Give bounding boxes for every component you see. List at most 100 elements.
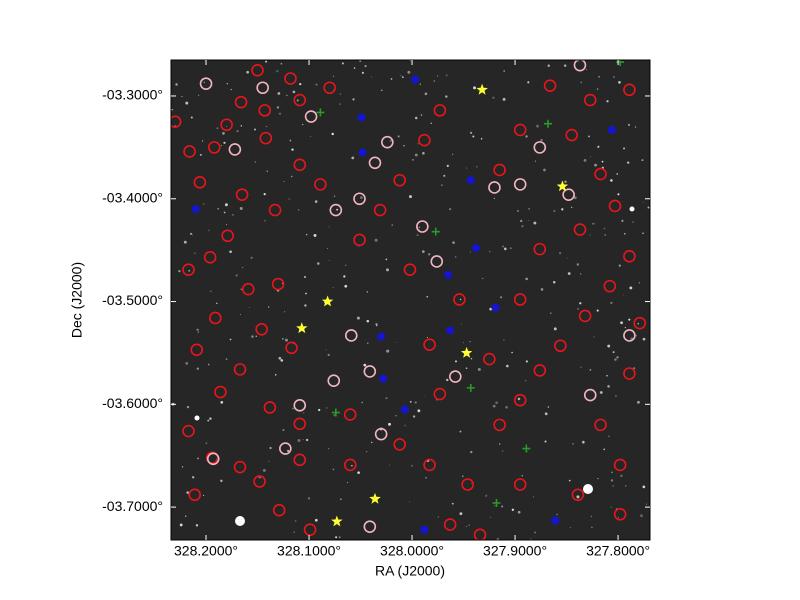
image-star	[297, 439, 301, 442]
image-star	[310, 135, 312, 138]
image-star	[305, 292, 307, 295]
image-star	[612, 485, 614, 487]
image-star	[263, 193, 266, 196]
x-tick-label: 328.2000°	[174, 543, 238, 559]
catalog-circle	[443, 518, 457, 531]
catalog-circle	[207, 141, 221, 154]
image-star	[195, 524, 199, 527]
image-star	[283, 181, 285, 182]
image-star	[589, 234, 591, 236]
image-star	[344, 284, 348, 288]
image-star	[388, 422, 391, 426]
catalog-circle	[214, 385, 227, 399]
image-star	[280, 359, 284, 362]
image-star	[266, 170, 268, 173]
image-star	[476, 166, 478, 168]
image-star	[246, 70, 250, 74]
image-star	[366, 450, 368, 453]
image-star	[585, 68, 587, 70]
image-star	[577, 60, 579, 62]
image-star	[267, 306, 270, 308]
image-star	[299, 82, 302, 86]
x-tick-label: 327.8000°	[586, 543, 650, 559]
image-star	[317, 262, 320, 265]
catalog-circle	[203, 251, 217, 264]
catalog-circle	[272, 503, 286, 517]
catalog-dot	[411, 75, 420, 84]
image-star	[552, 281, 556, 284]
image-star	[255, 335, 257, 337]
image-star	[549, 312, 552, 315]
image-star	[391, 224, 393, 226]
image-star	[407, 70, 411, 74]
image-star	[210, 290, 212, 292]
image-star	[553, 327, 557, 331]
image-star	[627, 161, 630, 164]
image-star	[589, 369, 592, 371]
catalog-circle	[623, 367, 636, 380]
image-star	[593, 223, 595, 225]
catalog-circle	[573, 60, 587, 72]
image-star	[477, 90, 478, 92]
image-star	[397, 135, 400, 138]
image-star	[190, 232, 193, 235]
image-star	[262, 468, 266, 472]
image-star	[624, 327, 626, 329]
image-star	[239, 313, 242, 316]
catalog-circle	[513, 178, 527, 191]
image-star	[386, 268, 389, 272]
catalog-markers	[171, 60, 646, 540]
image-star	[205, 442, 208, 444]
catalog-dot	[420, 525, 429, 534]
image-star	[226, 83, 228, 85]
image-star	[495, 401, 498, 405]
image-star	[351, 156, 355, 160]
image-star	[469, 131, 473, 135]
bright-star	[629, 206, 635, 212]
image-star	[502, 245, 504, 248]
image-star	[520, 219, 523, 223]
catalog-circle	[613, 508, 627, 521]
catalog-circle	[633, 316, 646, 330]
catalog-dot	[377, 332, 386, 341]
image-star	[414, 401, 417, 404]
image-star	[623, 232, 626, 235]
image-star	[580, 366, 582, 368]
image-star	[292, 407, 294, 410]
x-tick-label: 328.0000°	[380, 543, 444, 559]
catalog-star	[460, 346, 473, 358]
image-star	[451, 153, 454, 156]
image-star	[493, 197, 495, 199]
image-star	[556, 513, 558, 516]
catalog-circle	[256, 81, 269, 95]
image-star	[179, 523, 183, 527]
image-star	[445, 95, 448, 98]
image-star	[567, 272, 571, 275]
image-star	[608, 435, 610, 437]
image-star	[606, 374, 608, 377]
catalog-circle	[208, 311, 222, 325]
image-star	[389, 464, 390, 466]
image-star	[197, 94, 200, 97]
catalog-circle	[285, 341, 298, 355]
x-tick-label: 327.9000°	[483, 543, 547, 559]
image-star	[418, 226, 421, 229]
catalog-circle	[323, 81, 336, 95]
image-star	[366, 291, 369, 293]
image-star	[623, 147, 625, 150]
catalog-circle	[423, 338, 436, 352]
image-star	[297, 208, 300, 211]
bright-star	[583, 484, 593, 494]
image-star	[528, 208, 530, 210]
image-star	[254, 161, 256, 163]
catalog-circle	[373, 203, 387, 217]
image-star	[253, 128, 256, 131]
image-star	[492, 96, 495, 99]
catalog-circle	[416, 220, 429, 233]
image-star	[340, 498, 342, 501]
image-star	[338, 536, 341, 539]
catalog-circle	[623, 250, 636, 263]
image-star	[403, 144, 405, 147]
catalog-dot	[444, 270, 453, 279]
bright-star	[235, 516, 245, 526]
